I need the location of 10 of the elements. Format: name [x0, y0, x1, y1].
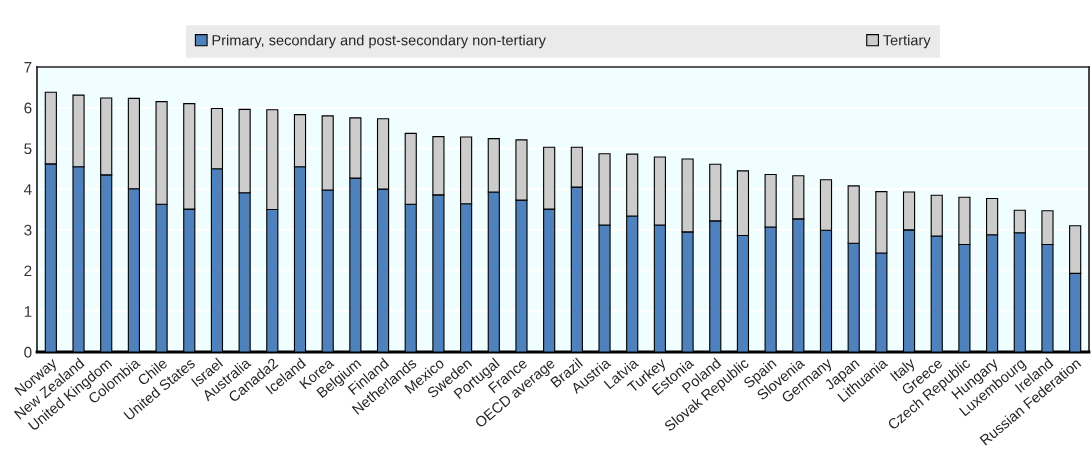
y-tick-label: 3	[24, 224, 32, 236]
y-tick-label: 6	[24, 102, 32, 114]
legend-label: Primary, secondary and post-secondary non-tertiary	[212, 34, 546, 49]
y-tick-label: 1	[24, 306, 32, 317]
y-tick-label: 0	[24, 346, 32, 358]
y-tick-label: 4	[23, 184, 32, 195]
y-tick-label: 2	[24, 265, 32, 277]
y-tick-label: 5	[24, 143, 32, 155]
legend-label: Tertiary	[883, 34, 931, 49]
y-tick-label: 7	[24, 62, 32, 73]
